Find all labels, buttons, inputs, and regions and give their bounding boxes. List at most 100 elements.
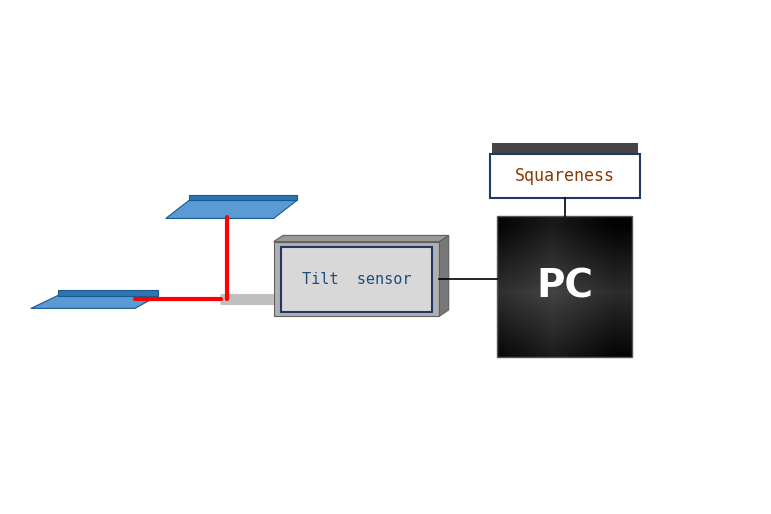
Bar: [574, 216, 576, 357]
Bar: [588, 216, 590, 357]
Bar: [618, 216, 621, 357]
Bar: [623, 216, 625, 357]
Bar: [529, 216, 531, 357]
Bar: [497, 216, 632, 357]
Bar: [497, 228, 632, 230]
Bar: [522, 216, 524, 357]
Bar: [554, 216, 556, 357]
Bar: [497, 345, 632, 348]
Bar: [497, 284, 632, 287]
Bar: [564, 216, 567, 357]
Bar: [497, 272, 632, 275]
Bar: [601, 216, 603, 357]
Bar: [497, 261, 632, 263]
Bar: [497, 240, 632, 242]
Bar: [578, 216, 581, 357]
Bar: [583, 216, 585, 357]
Bar: [497, 322, 632, 324]
Bar: [497, 258, 632, 261]
Bar: [510, 216, 513, 357]
Bar: [520, 216, 522, 357]
Text: Squareness: Squareness: [515, 167, 614, 185]
Bar: [497, 263, 632, 265]
Bar: [497, 320, 632, 322]
Bar: [534, 216, 536, 357]
Bar: [608, 216, 610, 357]
Bar: [581, 216, 583, 357]
Polygon shape: [439, 235, 449, 316]
Bar: [497, 275, 632, 277]
Bar: [569, 216, 571, 357]
Bar: [497, 289, 632, 291]
Bar: [497, 341, 632, 343]
Bar: [517, 216, 520, 357]
Bar: [625, 216, 628, 357]
Bar: [567, 216, 569, 357]
Bar: [507, 216, 509, 357]
Bar: [504, 216, 507, 357]
Text: Tilt  sensor: Tilt sensor: [301, 272, 412, 287]
Bar: [497, 277, 632, 280]
Bar: [531, 216, 534, 357]
Bar: [571, 216, 574, 357]
Bar: [605, 216, 608, 357]
Bar: [497, 265, 632, 268]
Bar: [497, 317, 632, 320]
Bar: [497, 343, 632, 345]
Bar: [630, 216, 632, 357]
Bar: [556, 216, 558, 357]
Bar: [621, 216, 623, 357]
Polygon shape: [31, 296, 158, 308]
Bar: [497, 324, 632, 326]
Bar: [563, 216, 564, 357]
Bar: [585, 216, 588, 357]
Polygon shape: [274, 242, 439, 316]
Bar: [544, 216, 547, 357]
Bar: [500, 216, 502, 357]
Bar: [497, 326, 632, 329]
Bar: [497, 280, 632, 282]
Bar: [497, 253, 632, 256]
Bar: [497, 308, 632, 310]
Bar: [497, 310, 632, 313]
Bar: [497, 334, 632, 336]
Bar: [596, 216, 598, 357]
Bar: [614, 216, 617, 357]
Bar: [591, 216, 594, 357]
Bar: [497, 216, 632, 218]
Bar: [590, 216, 592, 357]
Bar: [628, 216, 630, 357]
Bar: [497, 282, 632, 284]
Bar: [497, 216, 500, 357]
Bar: [497, 329, 632, 332]
Bar: [524, 216, 527, 357]
Bar: [497, 244, 632, 247]
Bar: [497, 353, 632, 355]
Bar: [497, 332, 632, 334]
Bar: [497, 235, 632, 237]
Bar: [497, 237, 632, 240]
Bar: [497, 355, 632, 357]
Bar: [497, 336, 632, 338]
Bar: [549, 216, 551, 357]
Bar: [497, 256, 632, 258]
Bar: [497, 315, 632, 317]
Bar: [542, 216, 544, 357]
Bar: [527, 216, 529, 357]
Bar: [497, 313, 632, 315]
Bar: [561, 216, 563, 357]
Bar: [497, 350, 632, 353]
Bar: [497, 218, 632, 221]
Bar: [558, 216, 561, 357]
Bar: [617, 216, 618, 357]
Bar: [497, 249, 632, 251]
Bar: [497, 230, 632, 232]
Bar: [551, 216, 554, 357]
Bar: [497, 221, 632, 223]
Bar: [497, 293, 632, 296]
Bar: [603, 216, 605, 357]
Bar: [497, 223, 632, 225]
Bar: [509, 216, 510, 357]
Bar: [540, 216, 542, 357]
Bar: [576, 216, 578, 357]
